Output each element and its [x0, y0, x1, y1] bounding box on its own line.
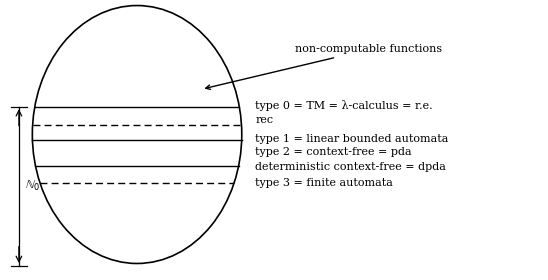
Text: deterministic context-free = dpda: deterministic context-free = dpda — [255, 162, 446, 172]
Text: non-computable functions: non-computable functions — [206, 45, 443, 89]
Text: $\mathbb{N}_0$: $\mathbb{N}_0$ — [25, 179, 41, 193]
Text: type 0 = TM = λ-calculus = r.e.: type 0 = TM = λ-calculus = r.e. — [255, 100, 433, 111]
Text: type 3 = finite automata: type 3 = finite automata — [255, 178, 393, 188]
Text: type 1 = linear bounded automata: type 1 = linear bounded automata — [255, 134, 449, 144]
Text: rec: rec — [255, 115, 273, 125]
Text: type 2 = context-free = pda: type 2 = context-free = pda — [255, 147, 412, 157]
